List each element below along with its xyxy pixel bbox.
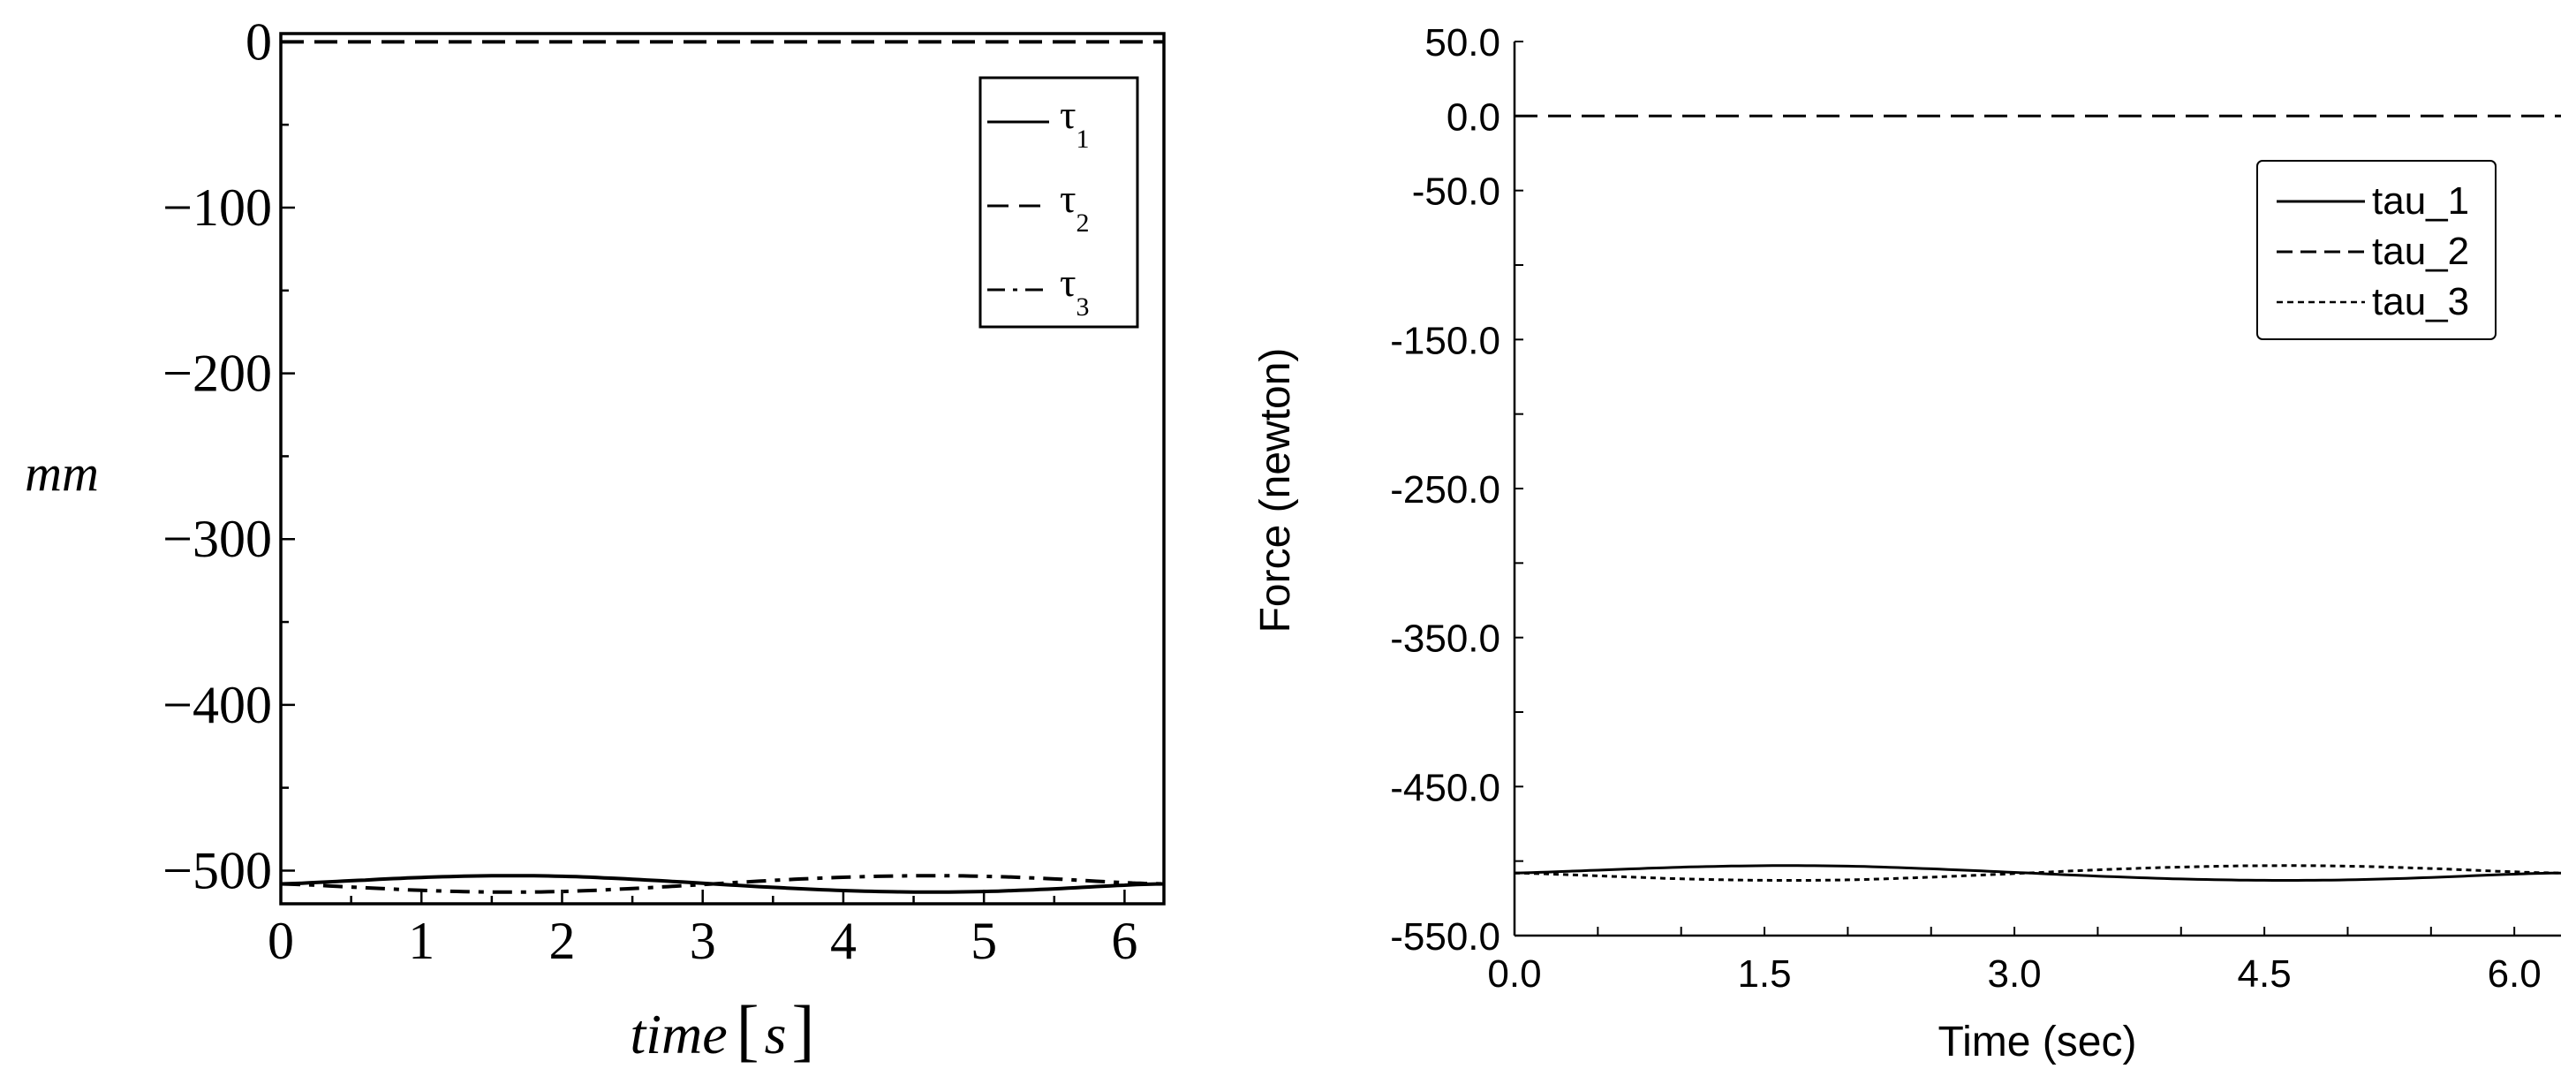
left-y-tick-label: −300: [162, 510, 272, 568]
right-y-tick-label: -350.0: [1390, 618, 1500, 661]
left-y-tick-label: −400: [162, 676, 272, 734]
left-y-tick-label: 0: [246, 12, 272, 71]
right-legend-label-1: tau_1: [2372, 179, 2469, 223]
left-x-axis-label-unit: s: [765, 1003, 787, 1065]
right-legend-label-2: tau_2: [2372, 230, 2469, 273]
right-y-tick-label: 0.0: [1447, 95, 1500, 139]
left-x-axis-bracket-open: [: [737, 991, 759, 1068]
left-legend-subscript-3: 3: [1076, 292, 1090, 322]
right-series-line-1: [1514, 864, 2561, 882]
right-y-tick-label: -150.0: [1390, 319, 1500, 362]
right-y-tick-label: -50.0: [1412, 171, 1500, 214]
left-x-tick-label: 5: [971, 912, 997, 970]
right-y-tick-label: -550.0: [1390, 915, 1500, 959]
left-y-tick-label: −200: [162, 345, 272, 403]
left-series-group: [280, 40, 1165, 894]
right-legend-label-3: tau_3: [2372, 280, 2469, 323]
right-x-tick-label: 4.5: [2238, 952, 2292, 996]
right-legend: tau_1 tau_2 tau_3: [2256, 160, 2497, 340]
left-legend-box: [978, 76, 1139, 329]
left-x-tick-label: 1: [408, 912, 434, 970]
left-x-axis-bracket-close: ]: [792, 991, 815, 1068]
left-y-tick-label: −500: [162, 841, 272, 899]
left-y-axis-label: mm: [25, 444, 99, 502]
left-legend-label-2: τ: [1060, 176, 1076, 221]
right-y-tick-label: -250.0: [1390, 468, 1500, 512]
right-x-tick-label: 1.5: [1737, 952, 1791, 996]
left-axis-ticks: 0 −100 −200 −300 −400 −500 0 1 2 3 4 5 6: [162, 12, 1137, 970]
left-x-axis-label: time [s]: [630, 991, 814, 1068]
left-x-axis-label-text: time: [630, 1003, 727, 1065]
left-x-tick-label: 4: [830, 912, 857, 970]
right-y-tick-label: 50.0: [1424, 21, 1500, 64]
left-x-tick-label: 2: [548, 912, 575, 970]
left-legend-subscript-1: 1: [1076, 125, 1090, 154]
left-x-tick-label: 0: [268, 912, 294, 970]
left-legend-entry-2: τ2: [1060, 176, 1090, 238]
left-plot-frame: [279, 32, 1166, 906]
right-x-tick-label: 6.0: [2488, 952, 2542, 996]
right-x-tick-label: 3.0: [1987, 952, 2041, 996]
left-series-line-1: [280, 874, 1165, 894]
left-x-tick-label: 3: [690, 912, 716, 970]
left-x-tick-label: 6: [1111, 912, 1137, 970]
right-axis-ticks: 50.0 0.0 -50.0 -150.0 -250.0 -350.0 -450.0 -550…: [1390, 21, 2542, 996]
left-legend-subscript-2: 2: [1076, 208, 1090, 238]
right-y-tick-label: -450.0: [1390, 766, 1500, 809]
right-x-axis-label: Time (sec): [1938, 1019, 2137, 1065]
left-legend-label-1: τ: [1060, 92, 1076, 137]
left-y-tick-label: −100: [162, 178, 272, 237]
left-legend-entry-1: τ1: [1060, 92, 1090, 154]
left-legend: τ1 τ2 τ3: [978, 76, 1139, 329]
left-legend-entry-3: τ3: [1060, 260, 1090, 322]
right-series-group: [1514, 114, 2562, 882]
left-series-line-3: [280, 874, 1165, 894]
right-x-tick-label: 0.0: [1487, 952, 1541, 996]
right-chart: 50.0 0.0 -50.0 -150.0 -250.0 -350.0 -450.0 -550…: [1252, 21, 2562, 1065]
right-y-axis-label: Force (newton): [1252, 348, 1299, 633]
left-legend-label-3: τ: [1060, 260, 1076, 305]
right-legend-box: [2256, 160, 2497, 340]
